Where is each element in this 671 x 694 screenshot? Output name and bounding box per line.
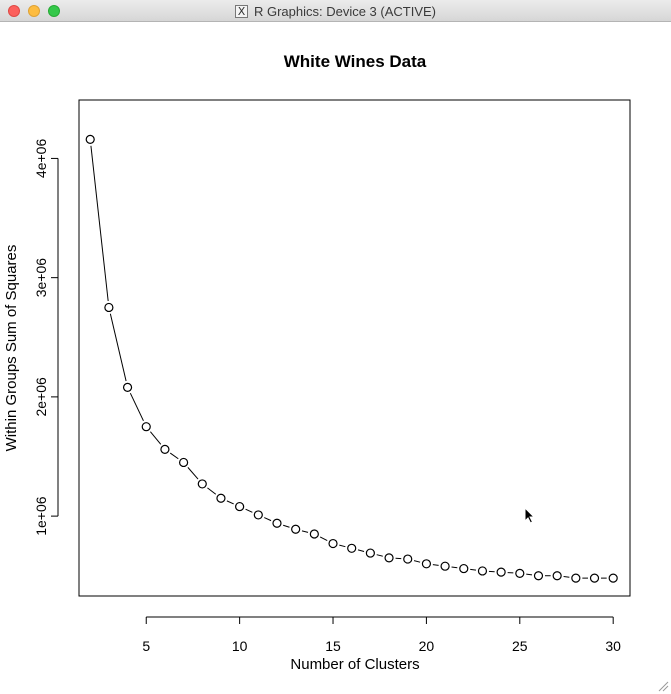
data-point: [571, 573, 581, 583]
series-segment: [129, 393, 144, 422]
series-segment: [470, 568, 477, 571]
chart-title: White Wines Data: [284, 52, 427, 71]
x-tick-label: 15: [325, 638, 341, 654]
x-tick-label: 10: [232, 638, 248, 654]
y-tick-label: 3e+06: [33, 258, 49, 298]
mouse-cursor-icon: [524, 507, 536, 524]
data-point: [347, 543, 357, 553]
series-line: [90, 145, 607, 579]
zoom-window-button[interactable]: [48, 5, 60, 17]
data-point: [216, 493, 226, 503]
data-point: [365, 548, 375, 558]
series-segment: [207, 487, 217, 495]
series-segment: [526, 573, 533, 576]
data-point: [496, 567, 506, 577]
x-tick-label: 25: [512, 638, 528, 654]
x-axis: 5 10 15 20 25 30: [142, 616, 621, 654]
series-segment: [301, 530, 309, 533]
cluster-elbow-chart: White Wines Data 5 10 15 20 25 30 1e+06 2e+06 3…: [3, 52, 631, 673]
y-tick-label: 2e+06: [33, 377, 49, 417]
series-segment: [283, 524, 290, 528]
series-segment: [149, 431, 162, 445]
window-title-area: X R Graphics: Device 3 (ACTIVE): [0, 0, 671, 22]
series-segment: [563, 576, 570, 578]
series-segment: [319, 536, 328, 542]
x-tick-label: 30: [605, 638, 621, 654]
data-point: [403, 554, 413, 564]
series-segment: [432, 564, 439, 566]
data-point: [253, 510, 263, 520]
close-window-button[interactable]: [8, 5, 20, 17]
data-point: [160, 444, 170, 454]
data-point: [178, 457, 189, 468]
plot-frame: [78, 99, 631, 597]
x-tick-label: 20: [419, 638, 435, 654]
data-point: [533, 571, 544, 581]
series-segment: [451, 566, 458, 569]
x11-icon: X: [234, 4, 248, 18]
data-point: [384, 553, 394, 563]
series-segment: [109, 313, 127, 382]
data-point: [85, 134, 95, 144]
window-title: R Graphics: Device 3 (ACTIVE): [253, 3, 437, 19]
data-point: [197, 479, 207, 489]
data-point: [141, 422, 151, 432]
data-point: [552, 571, 562, 581]
x-axis-label: Number of Clusters: [290, 656, 419, 673]
series-segment: [90, 145, 109, 302]
data-point: [589, 573, 600, 583]
data-point: [421, 559, 432, 569]
series-points: [85, 134, 618, 583]
data-point: [272, 518, 282, 528]
series-segment: [187, 467, 199, 480]
data-point: [440, 561, 450, 571]
series-segment: [357, 549, 365, 552]
series-segment: [264, 517, 272, 522]
series-segment: [169, 452, 179, 460]
data-point: [104, 302, 114, 313]
data-point: [459, 563, 469, 574]
data-point: [309, 529, 319, 539]
series-segment: [376, 554, 383, 557]
y-tick-label: 1e+06: [33, 496, 49, 536]
data-point: [477, 566, 488, 576]
data-point: [235, 501, 245, 512]
title-bar[interactable]: X R Graphics: Device 3 (ACTIVE): [0, 0, 671, 22]
data-point: [291, 524, 301, 534]
minimize-window-button[interactable]: [28, 5, 40, 17]
data-point: [122, 382, 133, 392]
series-segment: [245, 508, 253, 513]
series-segment: [339, 544, 346, 548]
data-point: [608, 573, 618, 583]
series-segment: [413, 560, 421, 563]
series-segment: [226, 500, 234, 505]
y-tick-label: 4e+06: [33, 139, 49, 179]
y-axis-label: Within Groups Sum of Squares: [3, 245, 20, 452]
data-point: [515, 568, 525, 578]
x-tick-label: 5: [142, 638, 150, 654]
data-point: [328, 538, 338, 549]
resize-grip-icon[interactable]: [657, 680, 669, 692]
y-axis: 1e+06 2e+06 3e+06 4e+06: [33, 139, 59, 536]
